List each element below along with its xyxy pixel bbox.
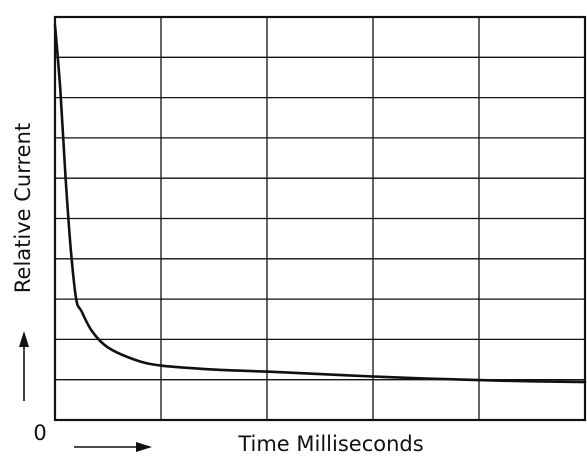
x-axis-arrow <box>74 442 152 452</box>
origin-label: 0 <box>33 421 46 445</box>
y-axis-label: Relative Current <box>11 123 35 293</box>
grid-lines <box>55 17 585 420</box>
x-axis-label: Time Milliseconds <box>237 432 423 456</box>
y-axis-arrow <box>19 331 29 401</box>
current-decay-curve <box>53 23 587 384</box>
